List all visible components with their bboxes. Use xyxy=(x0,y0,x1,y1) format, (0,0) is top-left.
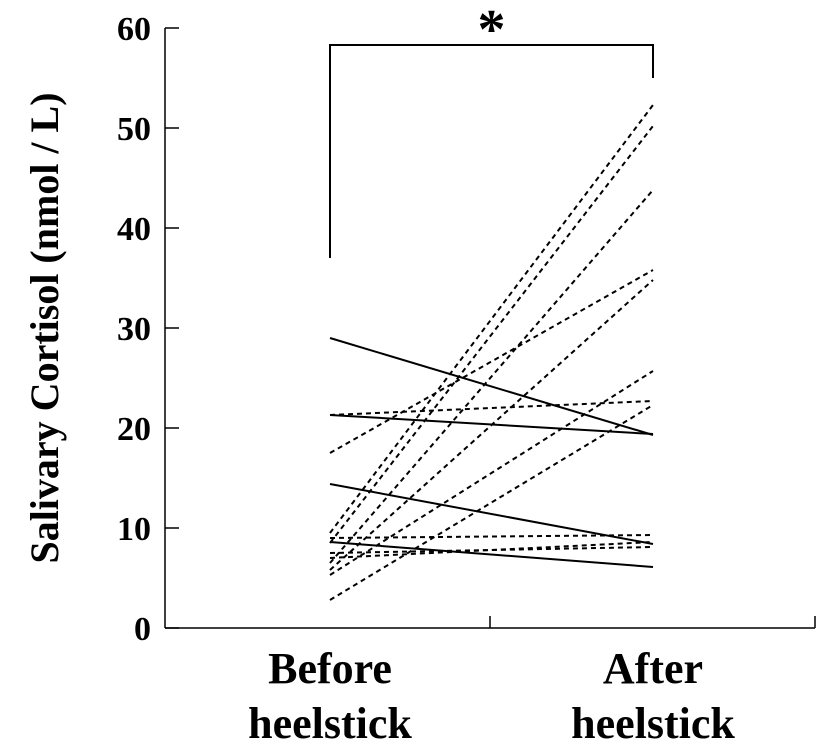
series-line-1-solid xyxy=(329,337,654,436)
significance-bracket-line xyxy=(329,44,654,258)
y-tick-label: 40 xyxy=(117,211,151,248)
x-category-label-line2: heelstick xyxy=(571,699,735,747)
series-line-13-dashed xyxy=(329,534,654,539)
significance-bracket xyxy=(329,44,654,258)
series-lines xyxy=(329,104,654,601)
y-axis-title: Salivary Cortisol (nmol / L) xyxy=(22,92,67,563)
series-line-4-solid xyxy=(329,541,654,568)
x-category-label-line1: Before xyxy=(268,644,392,693)
y-tick-label: 20 xyxy=(117,411,151,448)
significance-asterisk: * xyxy=(478,0,506,61)
y-tick-label: 50 xyxy=(117,111,151,148)
series-line-3-solid xyxy=(329,483,654,545)
series-line-7-dashed xyxy=(329,104,654,534)
axes xyxy=(164,27,816,629)
x-category-label-line2: heelstick xyxy=(248,699,412,747)
series-line-8-dashed xyxy=(329,125,654,544)
series-line-9-dashed xyxy=(329,189,654,564)
y-tick-label: 0 xyxy=(134,611,151,648)
series-line-11-dashed xyxy=(329,370,654,576)
y-tick-label: 60 xyxy=(117,11,151,48)
series-line-5-dashed xyxy=(329,400,654,416)
labels: 0 10 20 30 40 50 60 Before heelstick After heelsti… xyxy=(22,0,735,747)
series-line-10-dashed xyxy=(329,279,654,571)
series-line-14-dashed xyxy=(329,546,654,554)
y-tick-label: 10 xyxy=(117,511,151,548)
y-tick-label: 30 xyxy=(117,311,151,348)
series-line-12-dashed xyxy=(329,404,654,601)
series-line-6-dashed xyxy=(329,269,654,454)
x-category-label-line1: After xyxy=(603,644,703,693)
